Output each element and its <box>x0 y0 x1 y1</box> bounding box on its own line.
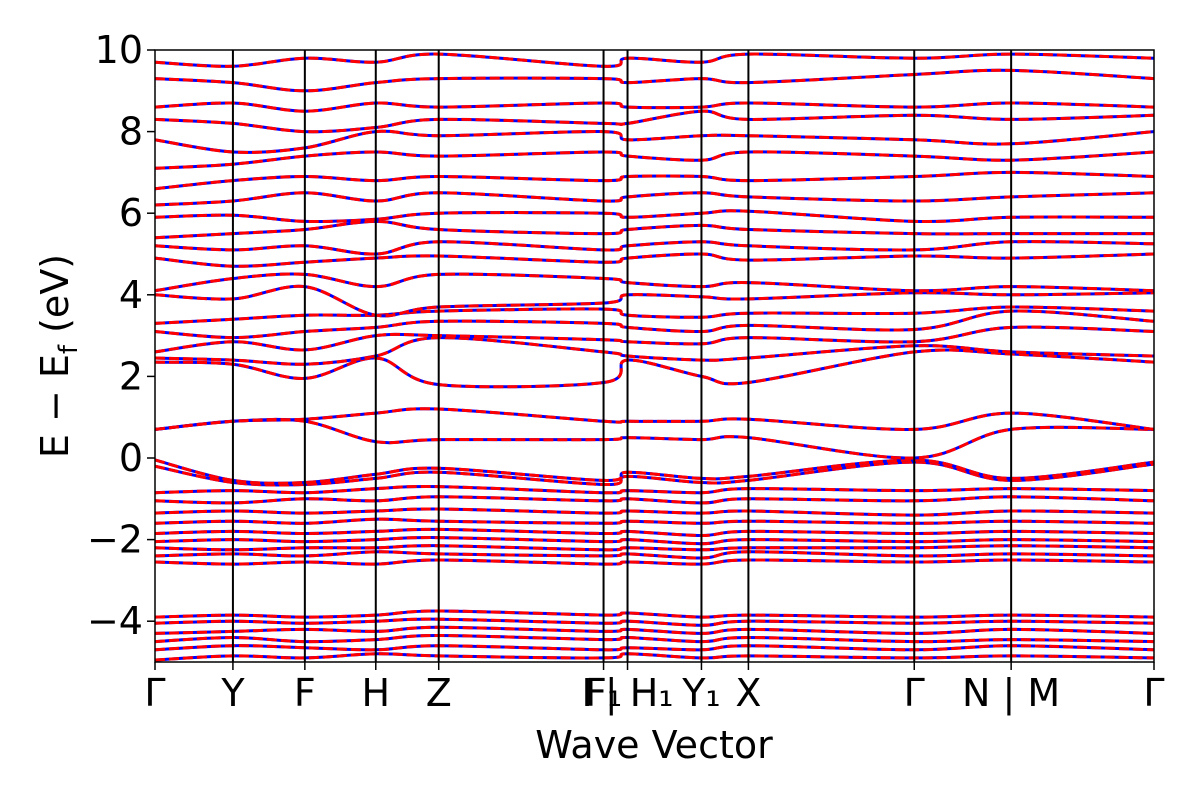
kpoint-lines <box>231 50 1013 662</box>
band-line-spin-down <box>155 150 1154 170</box>
x-tick-label: H <box>361 671 390 715</box>
band-line-spin-down <box>155 407 1154 431</box>
x-tick-label: Γ <box>144 671 165 715</box>
band-line-spin-down <box>155 633 1154 644</box>
band-line-spin-down <box>155 495 1154 505</box>
x-tick-label: F <box>294 671 316 715</box>
band-line-spin-down <box>155 209 1154 224</box>
x-tick-label: Z <box>426 671 452 715</box>
band-line-spin-down <box>155 219 1154 240</box>
band-line-spin-down <box>155 305 1154 325</box>
x-tick-label: Γ <box>1143 671 1164 715</box>
y-axis-label-main: E − E <box>33 354 77 458</box>
band-line-spin-down <box>155 458 1154 485</box>
y-axis-label-sub: f <box>54 344 84 354</box>
x-tick-label: N | M <box>962 671 1060 716</box>
y-tick-label: 4 <box>119 273 143 317</box>
band-line-spin-down <box>155 252 1154 268</box>
band-line-spin-down <box>155 336 1154 366</box>
band-line-spin-down <box>155 191 1154 207</box>
x-tick-label: I | H₁ <box>582 671 674 716</box>
svg-text:E − Ef (eV): E − Ef (eV) <box>33 254 84 458</box>
plot-frame <box>154 49 1155 663</box>
band-line-spin-down <box>155 272 1154 293</box>
y-tick-label: 6 <box>119 191 143 235</box>
band-line-spin-down <box>155 417 1154 460</box>
y-axis-label: E − Ef (eV) <box>33 254 84 458</box>
y-tick-label: 0 <box>119 436 143 480</box>
y-tick-label: 10 <box>95 28 143 72</box>
band-line-spin-down <box>155 68 1154 93</box>
band-line-spin-down <box>155 129 1154 154</box>
x-tick-label: F₁ <box>585 671 622 715</box>
x-tick-label: X <box>735 671 761 715</box>
x-tick-label: Γ <box>904 671 925 715</box>
x-tick-label: Y₁ <box>681 671 720 715</box>
y-tick-label: 8 <box>119 110 143 154</box>
band-line-spin-down <box>155 240 1154 256</box>
band-line-spin-down <box>155 284 1154 318</box>
band-line-spin-down <box>155 644 1154 652</box>
x-axis-label: Wave Vector <box>535 723 773 767</box>
y-ticks: −4 −2 0 2 4 6 8 10 <box>87 28 155 643</box>
band-line-spin-down <box>155 101 1154 113</box>
x-tick-label: Y <box>220 671 245 715</box>
band-line-spin-down <box>155 652 1154 662</box>
x-ticks: Γ Y F H Z F₁I | H₁ Y₁ X Γ N | M Γ <box>144 662 1165 716</box>
y-tick-label: −2 <box>87 518 143 562</box>
band-line-spin-down <box>155 348 1154 389</box>
y-axis-label-unit: (eV) <box>33 254 77 345</box>
y-tick-label: −4 <box>87 599 143 643</box>
band-line-spin-down <box>155 170 1154 191</box>
band-line-spin-down <box>155 109 1154 134</box>
y-tick-label: 2 <box>119 354 143 398</box>
band-line-spin-down <box>155 325 1154 354</box>
band-line-spin-down <box>155 309 1154 340</box>
